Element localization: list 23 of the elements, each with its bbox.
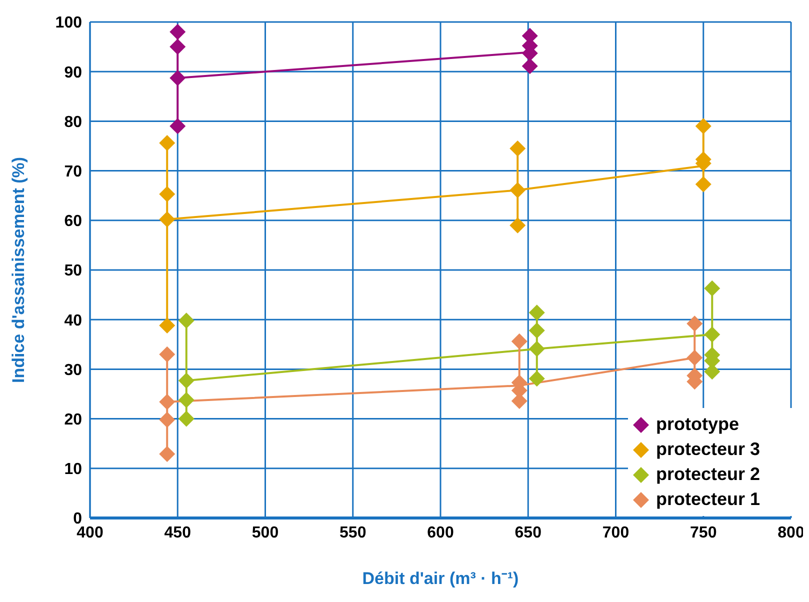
y-tick-label: 90: [64, 64, 82, 82]
legend-label: protecteur 1: [656, 488, 760, 511]
y-tick-label: 100: [55, 14, 82, 32]
x-tick-label: 650: [514, 524, 542, 542]
legend-label: protecteur 2: [656, 463, 760, 486]
x-tick-label: 600: [427, 524, 454, 542]
legend-label: protecteur 3: [656, 438, 760, 461]
y-tick-label: 50: [64, 262, 82, 280]
x-tick-label: 500: [252, 524, 279, 542]
y-tick-label: 80: [64, 114, 82, 131]
x-tick-label: 550: [340, 524, 366, 542]
x-tick-label: 700: [602, 524, 630, 542]
x-axis-title: Débit d'air (m³ · h⁻¹): [362, 569, 519, 588]
x-tick-label: 750: [690, 524, 717, 542]
y-tick-label: 30: [64, 362, 82, 379]
y-tick-label: 60: [64, 213, 82, 230]
y-axis-title: Indice d'assainissement (%): [9, 156, 28, 384]
y-tick-label: 40: [64, 312, 82, 330]
y-tick-label: 70: [64, 163, 82, 180]
y-tick-label: 10: [64, 461, 82, 478]
y-tick-label: 20: [64, 411, 82, 428]
x-tick-label: 450: [164, 524, 192, 542]
legend-label: prototype: [656, 413, 739, 436]
